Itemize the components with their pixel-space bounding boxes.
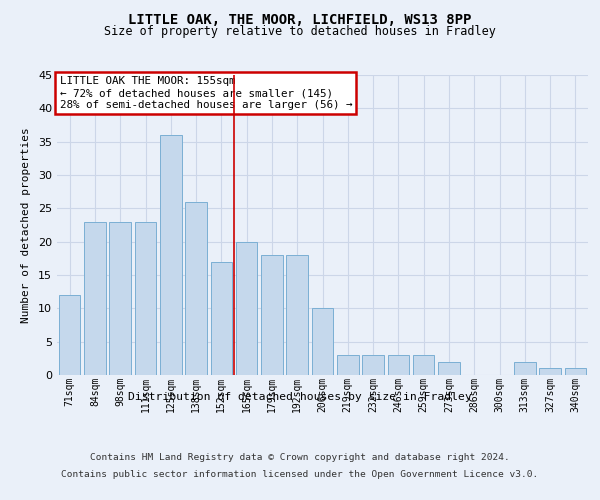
Text: Contains HM Land Registry data © Crown copyright and database right 2024.: Contains HM Land Registry data © Crown c…	[90, 452, 510, 462]
Bar	[84, 222, 106, 375]
Bar	[135, 222, 156, 375]
Bar	[362, 355, 384, 375]
Bar	[109, 222, 131, 375]
Bar	[413, 355, 434, 375]
Text: LITTLE OAK, THE MOOR, LICHFIELD, WS13 8PP: LITTLE OAK, THE MOOR, LICHFIELD, WS13 8P…	[128, 12, 472, 26]
Text: Distribution of detached houses by size in Fradley: Distribution of detached houses by size …	[128, 392, 472, 402]
Bar	[261, 255, 283, 375]
Bar	[388, 355, 409, 375]
Bar	[185, 202, 207, 375]
Bar	[211, 262, 232, 375]
Bar	[312, 308, 333, 375]
Bar	[539, 368, 561, 375]
Bar	[565, 368, 586, 375]
Bar	[59, 295, 80, 375]
Bar	[337, 355, 359, 375]
Text: Size of property relative to detached houses in Fradley: Size of property relative to detached ho…	[104, 25, 496, 38]
Bar	[236, 242, 257, 375]
Bar	[160, 135, 182, 375]
Text: LITTLE OAK THE MOOR: 155sqm
← 72% of detached houses are smaller (145)
28% of se: LITTLE OAK THE MOOR: 155sqm ← 72% of det…	[59, 76, 352, 110]
Bar	[514, 362, 536, 375]
Bar	[286, 255, 308, 375]
Y-axis label: Number of detached properties: Number of detached properties	[21, 127, 31, 323]
Bar	[438, 362, 460, 375]
Text: Contains public sector information licensed under the Open Government Licence v3: Contains public sector information licen…	[61, 470, 539, 479]
